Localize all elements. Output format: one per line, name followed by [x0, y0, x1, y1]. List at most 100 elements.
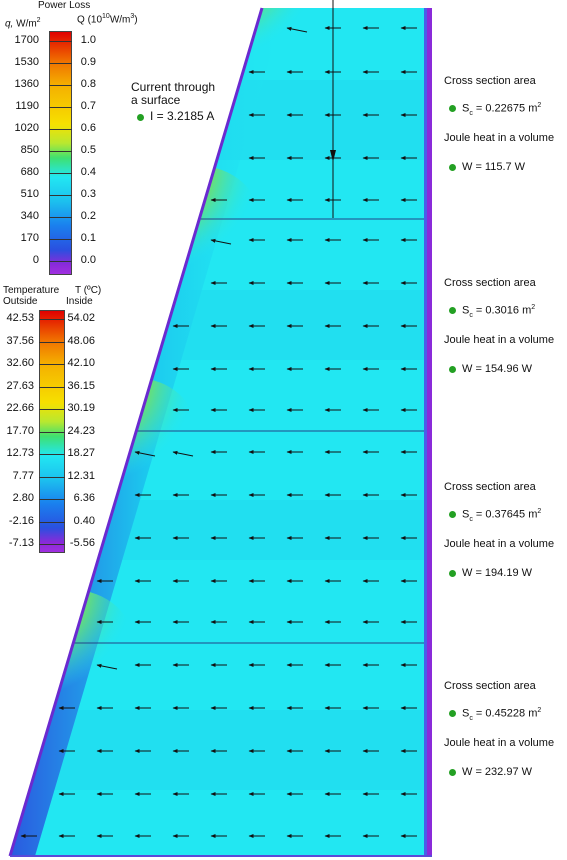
- temp-tick-mark: [39, 476, 65, 478]
- heat-value: W = 154.96 W: [462, 363, 533, 375]
- area-value: = 0.22675 m: [475, 102, 538, 115]
- power-right-unit-mid: W/m: [109, 14, 131, 26]
- heat-value: W = 115.7 W: [462, 161, 526, 173]
- current-annotation-value-row: I = 3.2185 A: [137, 109, 214, 123]
- power-left-exp: 2: [36, 17, 41, 24]
- temp-left-tick: 42.53: [6, 312, 34, 324]
- temp-legend-title: Temperature: [3, 285, 60, 296]
- area-label: Cross section area: [444, 75, 536, 87]
- power-tick-mark: [49, 129, 72, 130]
- area-symbol: S: [462, 707, 470, 720]
- temp-right-tick: 18.27: [67, 447, 95, 459]
- power-right-unit-close: ): [134, 14, 138, 26]
- section-dividers: [73, 218, 430, 644]
- power-right-unit-open: (10: [87, 14, 103, 26]
- section-heat-value: W = 194.19 W: [449, 567, 532, 579]
- heat-marker-dot: [449, 768, 456, 776]
- power-left-tick: 1700: [14, 34, 39, 46]
- power-left-tick: 850: [20, 144, 39, 156]
- right-boundary: [426, 8, 432, 856]
- temp-left-tick: 12.73: [6, 447, 34, 459]
- section-area-label: Cross section area: [444, 481, 536, 493]
- power-left-tick: 510: [20, 188, 39, 200]
- current-arrow: [286, 26, 308, 33]
- power-right-tick: 0.0: [80, 254, 96, 266]
- temp-left-tick: -7.13: [8, 537, 34, 549]
- power-tick-mark: [49, 239, 72, 240]
- temp-left-tick: 7.77: [12, 469, 34, 482]
- temp-tick-mark: [39, 364, 65, 365]
- power-left-tick: 680: [20, 166, 39, 178]
- power-right-tick: 0.3: [80, 188, 96, 200]
- power-tick-mark: [49, 217, 72, 218]
- power-tick-mark: [49, 173, 72, 174]
- power-tick-mark: [49, 261, 72, 262]
- right-boundary-inner: [424, 8, 427, 856]
- section-heat-label: Joule heat in a volume: [444, 737, 554, 749]
- power-legend-left-header: q, W/m2: [5, 17, 41, 29]
- area-symbol: S: [462, 304, 470, 317]
- power-left-tick: 1020: [14, 122, 39, 134]
- power-right-symbol: Q: [77, 14, 85, 26]
- area-value: = 0.3016 m: [475, 304, 532, 317]
- power-left-tick: 1530: [14, 56, 39, 68]
- current-annotation-value: I = 3.2185 A: [150, 109, 215, 123]
- current-path-arrowhead: [330, 150, 336, 162]
- temp-left-tick: 32.60: [6, 357, 34, 369]
- current-arrow: [96, 663, 118, 670]
- power-legend-right-header: Q (1010W/m3): [77, 13, 138, 25]
- section-area-value: Sc = 0.3016 m2: [449, 304, 535, 319]
- temp-tick-mark: [39, 409, 65, 410]
- temp-tick-mark: [39, 544, 65, 545]
- temp-left-tick: 37.56: [6, 334, 34, 347]
- current-marker-dot: [137, 113, 144, 121]
- section-area-value: Sc = 0.37645 m2: [449, 508, 541, 523]
- heat-marker-dot: [449, 365, 456, 373]
- section-area-label: Cross section area: [444, 680, 536, 692]
- heat-label: Joule heat in a volume: [444, 538, 555, 550]
- section-heat-value: W = 232.97 W: [449, 766, 532, 778]
- power-tick-mark: [49, 151, 72, 152]
- temp-left-tick: -2.16: [8, 514, 34, 527]
- section-area-value: Sc = 0.45228 m2: [449, 707, 541, 722]
- temp-right-tick: 30.19: [67, 402, 95, 414]
- temp-right-tick: -5.56: [69, 537, 95, 549]
- area-exp: 2: [531, 304, 536, 311]
- slanted-boundary: [8, 7, 264, 857]
- power-right-tick: 0.9: [80, 56, 96, 68]
- heat-label: Joule heat in a volume: [444, 132, 555, 144]
- temp-legend-symbol: T (ºC): [75, 285, 102, 296]
- area-symbol-sub: c: [469, 515, 473, 523]
- temp-tick-mark: [39, 431, 65, 433]
- area-label: Cross section area: [444, 680, 536, 692]
- area-exp: 2: [537, 508, 542, 515]
- section-area-label: Cross section area: [444, 277, 536, 289]
- section-heat-value: W = 115.7 W: [449, 161, 525, 173]
- area-marker-dot: [449, 710, 456, 718]
- area-value: = 0.45228 m: [475, 707, 538, 720]
- area-marker-dot: [449, 307, 456, 315]
- area-marker-dot: [449, 105, 456, 113]
- area-symbol: S: [462, 508, 470, 521]
- temp-right-tick: 12.31: [67, 469, 95, 482]
- power-right-tick: 1.0: [80, 34, 96, 46]
- temp-tick-mark: [39, 386, 65, 388]
- power-right-exp2: 3: [130, 13, 135, 20]
- section-heat-label: Joule heat in a volume: [444, 538, 554, 550]
- temp-right-tick: 48.06: [67, 334, 95, 347]
- current-arrow: [210, 238, 232, 245]
- area-symbol: S: [462, 102, 470, 115]
- temp-right-tick: 54.02: [67, 312, 95, 324]
- area-label: Cross section area: [444, 277, 536, 289]
- power-right-tick: 0.4: [80, 166, 96, 178]
- temp-left-tick: 22.66: [6, 402, 34, 414]
- area-exp: 2: [537, 102, 542, 109]
- temp-right-tick: 6.36: [73, 492, 95, 504]
- heat-value: W = 232.97 W: [462, 766, 533, 778]
- current-arrow: [172, 450, 194, 457]
- temp-tick-mark: [39, 319, 65, 320]
- current-arrow: [134, 450, 156, 457]
- power-left-unit: W/m: [16, 18, 37, 30]
- temp-left-tick: 27.63: [6, 379, 34, 392]
- section-heat-label: Joule heat in a volume: [444, 334, 554, 346]
